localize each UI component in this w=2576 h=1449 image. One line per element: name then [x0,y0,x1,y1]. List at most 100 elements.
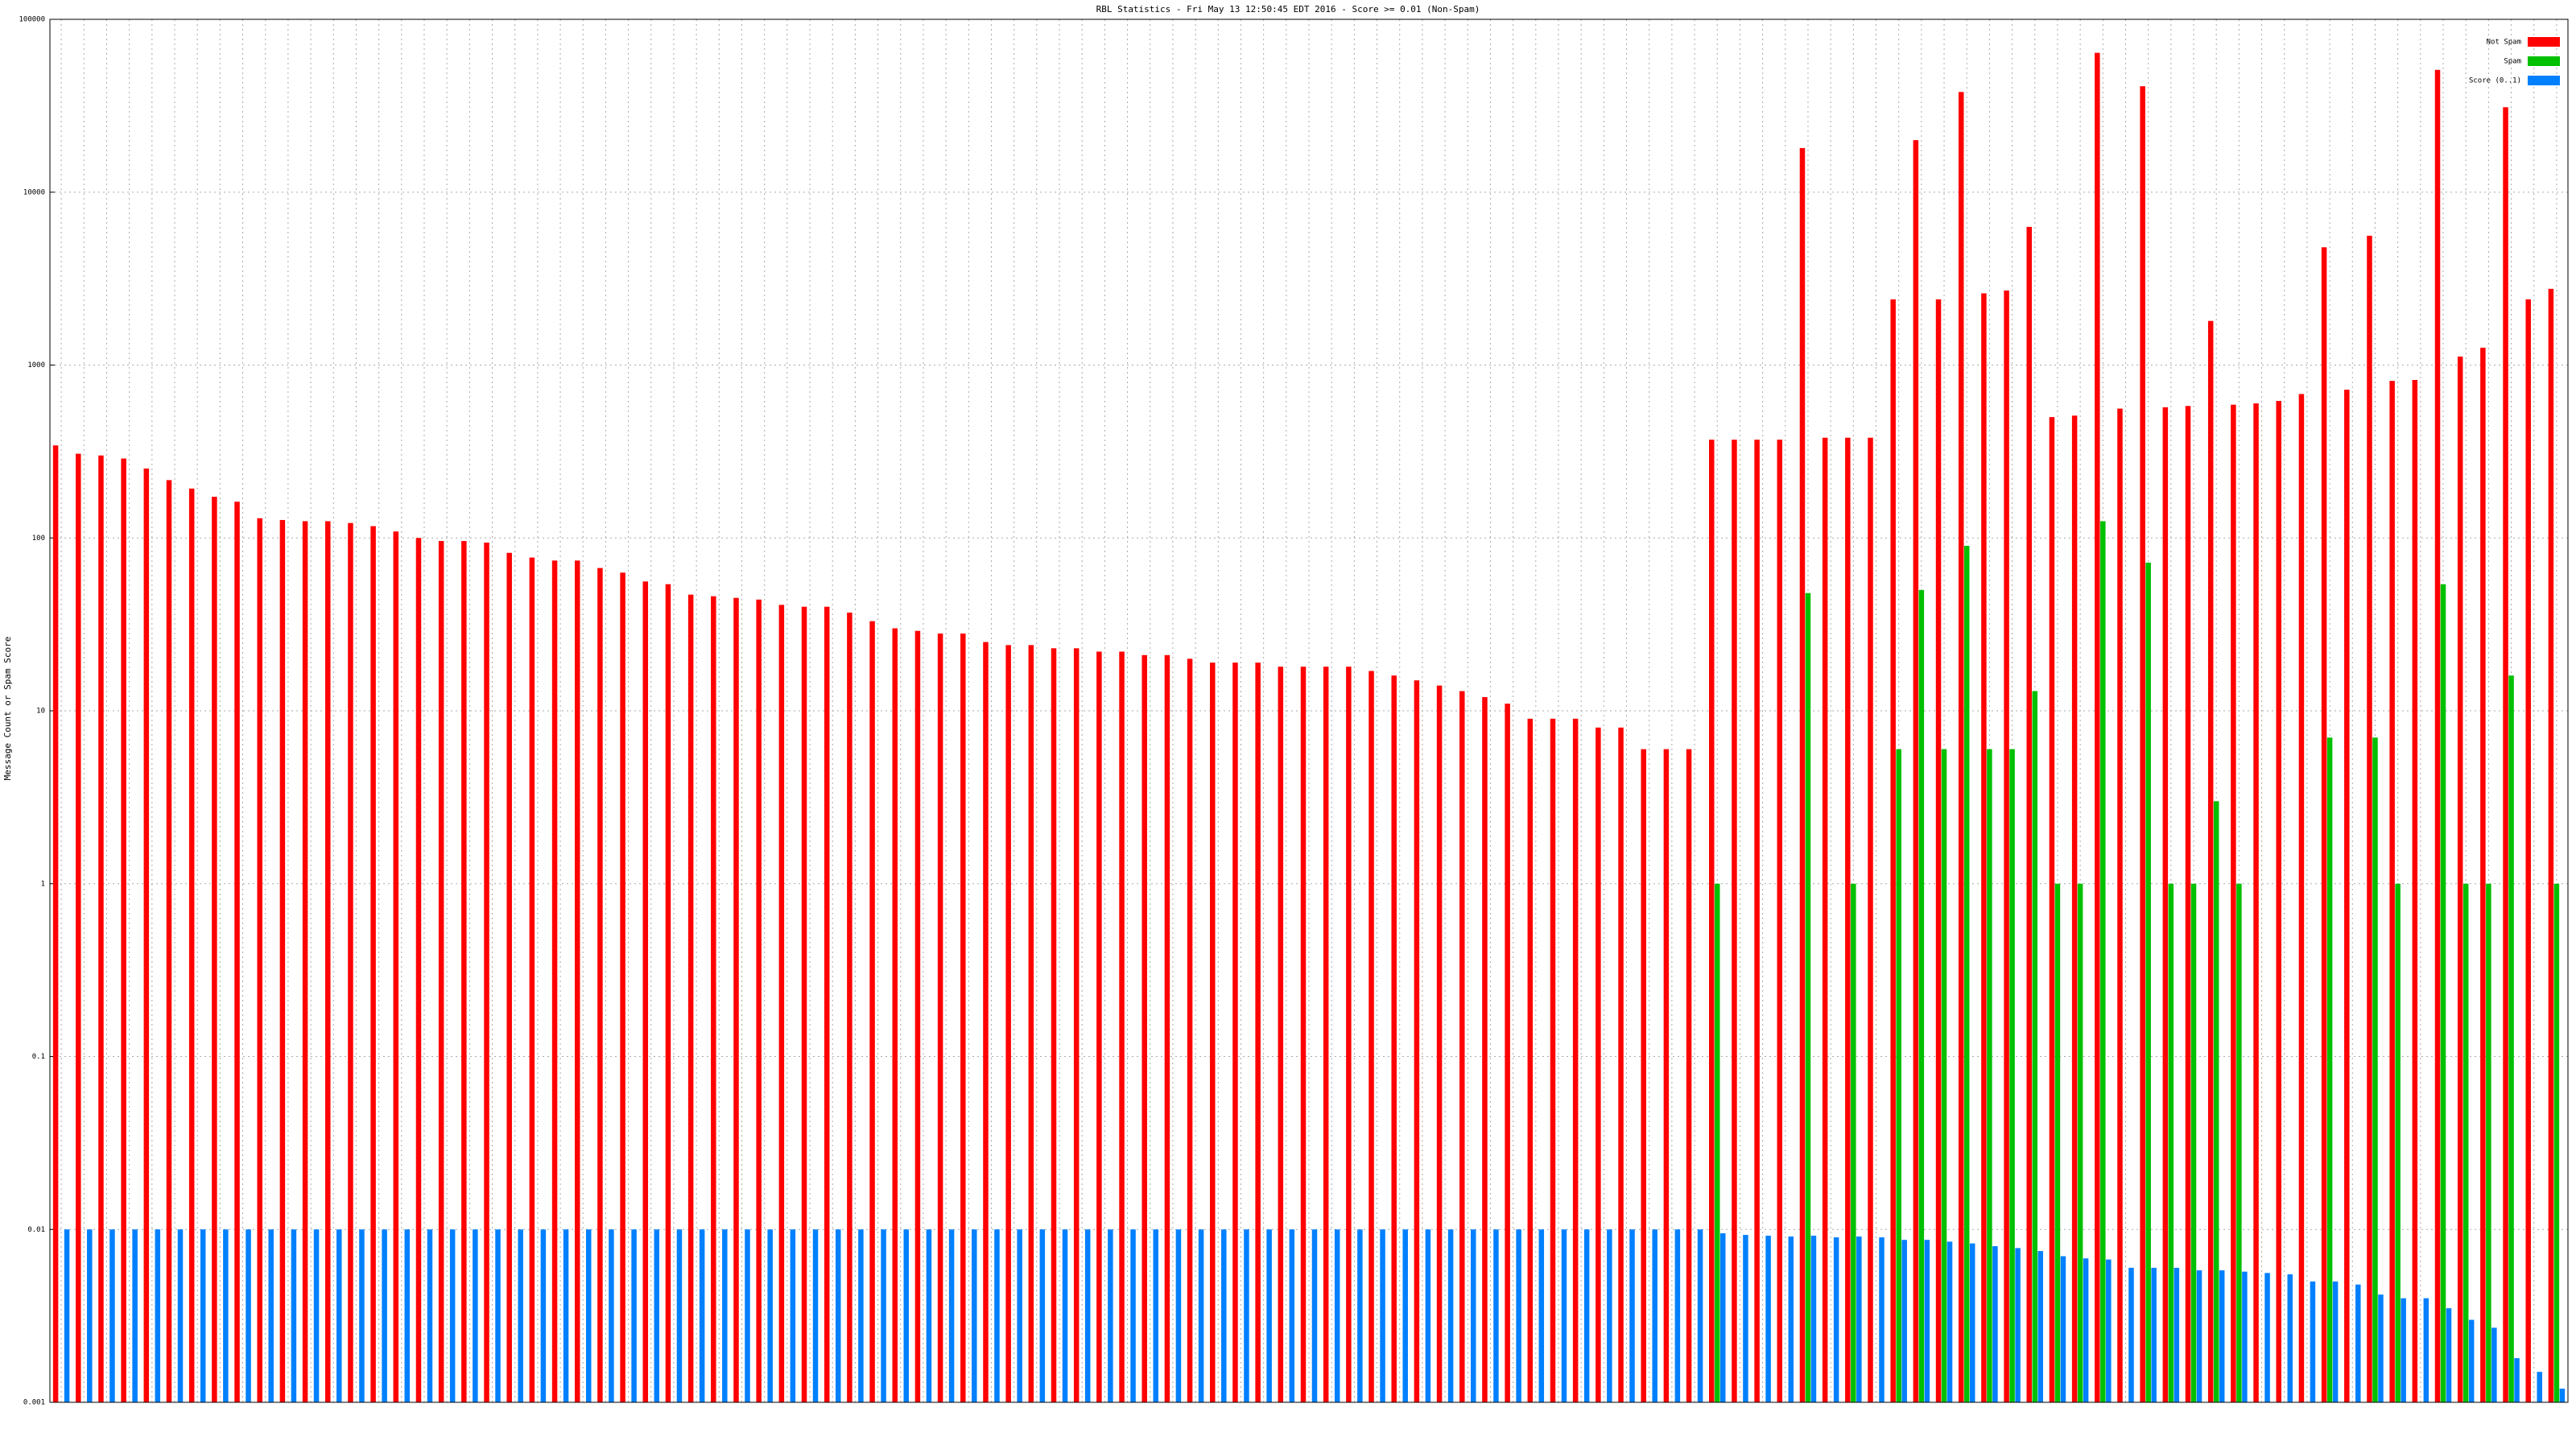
bar [2344,390,2350,1403]
bar [790,1229,796,1402]
bar [1561,1229,1567,1402]
bar [1963,546,1970,1402]
bar [2446,1308,2452,1402]
bar [824,606,830,1402]
bar [1641,749,1646,1402]
bar [1244,1229,1249,1402]
legend-swatch [2528,56,2560,66]
bar [881,1229,886,1402]
bar [2355,1284,2361,1402]
plot-frame [49,19,2569,1403]
bar [2083,1258,2089,1402]
bar [1141,654,1147,1402]
bar [1119,651,1125,1402]
bar [1596,727,1601,1402]
bar [914,630,921,1402]
bar [529,557,535,1402]
bar [2219,1270,2225,1402]
bar [847,612,852,1402]
bar [1697,1229,1703,1402]
bar [2009,749,2015,1402]
bar [415,538,422,1402]
bar [1368,671,1374,1402]
bar [1987,749,1992,1402]
bar [745,1229,750,1402]
bar [2264,1273,2270,1402]
bar [2106,1259,2112,1402]
bar [1493,1229,1499,1402]
bar [473,1229,478,1402]
bar [2423,1298,2429,1402]
bar [687,594,694,1402]
bar [132,1229,138,1402]
bar [767,1229,773,1402]
y-tick-label: 10 [36,708,45,716]
bar [1380,1229,1385,1402]
bar [972,1229,977,1402]
bar [1890,299,1896,1403]
bar [2310,1281,2316,1402]
bar [1516,1229,1521,1402]
bar [348,522,353,1402]
bar [2100,521,2106,1402]
bar [1868,437,1873,1402]
bar [1414,680,1420,1402]
y-tick-label: 1000 [27,361,45,369]
legend-label: Score (0..1) [2469,77,2521,85]
bar [291,1229,297,1402]
bar [1073,648,1080,1402]
bar [1278,667,1284,1402]
bar [1300,667,1307,1402]
bar [2196,1270,2202,1402]
bar [1856,1236,1862,1402]
y-tick-label: 1 [41,880,45,888]
bar [722,1229,728,1402]
y-axis-label: Message Count or Spam Score [2,637,13,781]
bar [1896,749,1901,1402]
bar [733,597,739,1402]
bar [2015,1248,2021,1402]
bar [1391,675,1397,1402]
bar [1732,440,1737,1402]
bar [1436,685,1443,1402]
bar [1153,1229,1158,1402]
bar [540,1229,547,1402]
bar [2026,226,2033,1403]
bar [2236,883,2242,1402]
bar [1108,1229,1113,1402]
bar [1505,704,1510,1402]
bar [2503,107,2508,1402]
bar [1958,92,1964,1403]
bar [177,1229,184,1402]
bar [2412,380,2418,1402]
bar [64,1229,70,1402]
bar [2480,347,2486,1402]
bar [1714,883,1720,1402]
bar [268,1229,274,1402]
bar [585,1229,592,1402]
bar [699,1229,705,1402]
bar [1017,1229,1022,1402]
bar [2276,401,2281,1403]
bar [1527,718,1534,1402]
bar [1805,592,1811,1402]
bar [143,469,150,1402]
bar [2491,1327,2497,1402]
bar [1096,651,1102,1402]
bar [1572,718,1579,1402]
bar [1686,749,1692,1402]
bar [1788,1236,1794,1402]
bar [2049,417,2055,1402]
bar [1799,147,1806,1403]
bar [484,543,489,1403]
bar [1084,1229,1091,1402]
bar [2242,1271,2248,1402]
bar [2378,1294,2384,1402]
bar [960,633,966,1402]
bar [620,572,625,1403]
bar [1402,1229,1408,1402]
bar [2525,299,2531,1403]
bar [1583,1229,1590,1402]
bar [393,531,399,1402]
bar [994,1229,1000,1402]
